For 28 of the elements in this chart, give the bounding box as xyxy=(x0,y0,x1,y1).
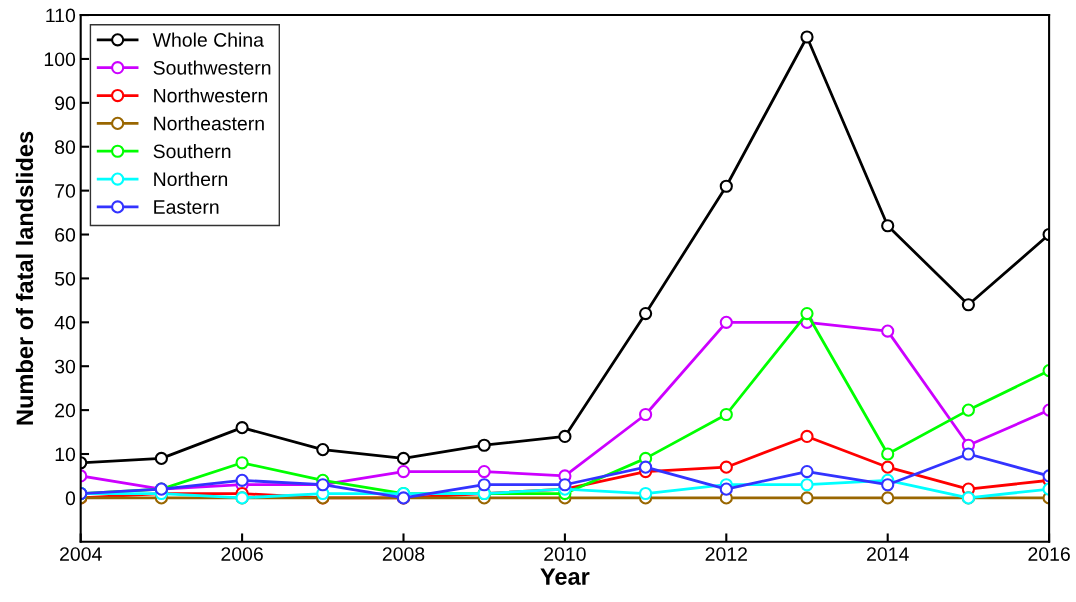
legend-label: Northern xyxy=(154,171,228,187)
legend-label: Northeastern xyxy=(154,116,264,131)
x-tick-label: 2006 xyxy=(221,547,263,561)
x-tick-label: 2008 xyxy=(382,547,425,561)
legend-label: Southwestern xyxy=(153,60,271,75)
x-tick-label: 2016 xyxy=(1028,547,1070,561)
x-tick-label: 2004 xyxy=(60,547,102,561)
x-tick-label: 2014 xyxy=(867,547,909,561)
y-tick-label: 0 xyxy=(65,491,76,506)
y-tick-label: 80 xyxy=(55,140,76,154)
x-axis-title: Year xyxy=(540,568,590,585)
y-tick-label: 60 xyxy=(55,228,76,242)
y-tick-label: 70 xyxy=(55,184,76,198)
legend-label: Eastern xyxy=(154,200,219,214)
x-tick-label: 2012 xyxy=(705,547,747,561)
y-tick-label: 40 xyxy=(54,315,76,330)
y-tick-label: 30 xyxy=(54,359,76,374)
y-tick-label: 90 xyxy=(55,96,76,111)
y-tick-label: 10 xyxy=(55,447,76,462)
x-tick-label: 2010 xyxy=(544,547,586,561)
y-tick-label: 20 xyxy=(55,403,76,418)
y-axis-title: Number of fatal landslides xyxy=(15,131,34,425)
legend-label: Southern xyxy=(153,143,231,159)
legend-label: Whole China xyxy=(152,32,264,47)
y-tick-label: 100 xyxy=(44,52,76,67)
y-tick-label: 110 xyxy=(46,8,76,23)
legend-label: Northwestern xyxy=(154,88,268,103)
y-tick-label: 50 xyxy=(54,271,76,286)
